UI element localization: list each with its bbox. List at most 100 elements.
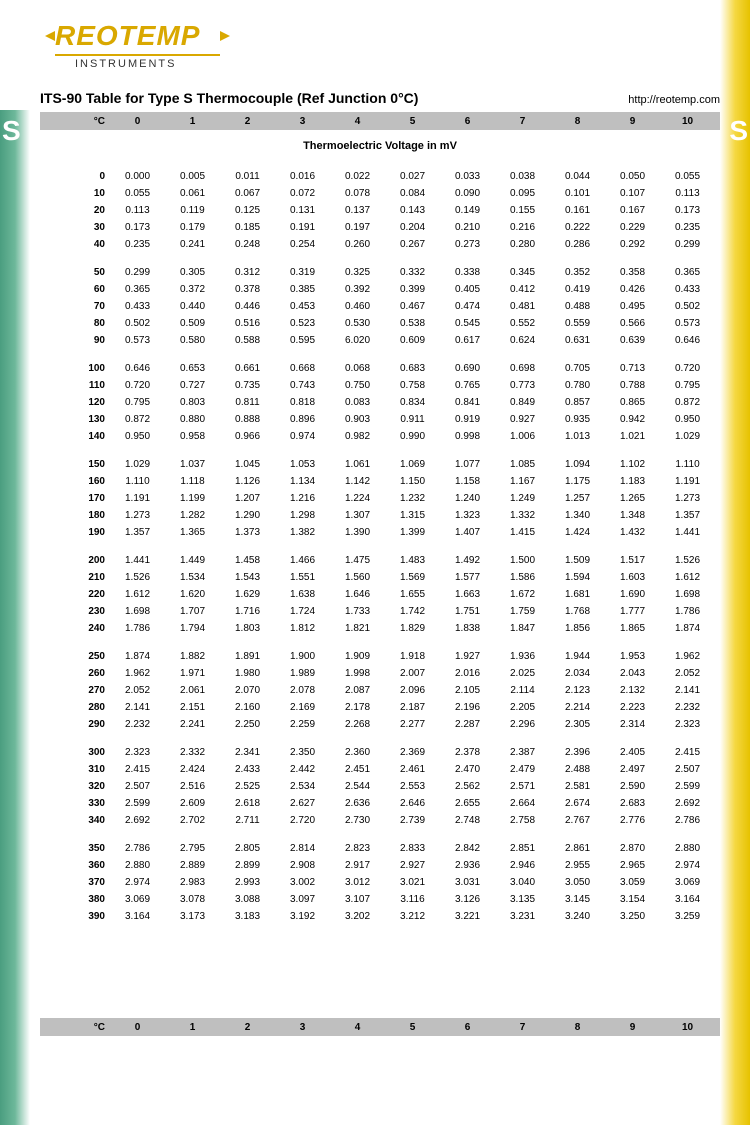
table-row: 2501.8741.8821.8911.9001.9091.9181.9271.… — [40, 648, 720, 665]
data-cell: 1.962 — [110, 668, 165, 679]
row-temp: 0 — [40, 171, 110, 182]
data-cell: 3.183 — [220, 911, 275, 922]
data-cell: 2.748 — [440, 815, 495, 826]
data-cell: 0.378 — [220, 284, 275, 295]
data-cell: 0.942 — [605, 414, 660, 425]
data-cell: 0.538 — [385, 318, 440, 329]
data-cell: 0.502 — [660, 301, 715, 312]
data-cell: 0.849 — [495, 397, 550, 408]
data-cell: 2.786 — [660, 815, 715, 826]
data-cell: 3.240 — [550, 911, 605, 922]
data-cell: 1.399 — [385, 527, 440, 538]
data-cell: 1.415 — [495, 527, 550, 538]
table-row: 3702.9742.9832.9933.0023.0123.0213.0313.… — [40, 874, 720, 891]
data-cell: 1.980 — [220, 668, 275, 679]
data-cell: 2.277 — [385, 719, 440, 730]
data-cell: 0.552 — [495, 318, 550, 329]
row-temp: 260 — [40, 668, 110, 679]
data-cell: 1.013 — [550, 431, 605, 442]
data-cell: 0.919 — [440, 414, 495, 425]
data-cell: 0.038 — [495, 171, 550, 182]
data-cell: 1.441 — [660, 527, 715, 538]
table-row: 400.2350.2410.2480.2540.2600.2670.2730.2… — [40, 236, 720, 253]
data-cell: 1.191 — [660, 476, 715, 487]
table-row: 3302.5992.6092.6182.6272.6362.6462.6552.… — [40, 795, 720, 812]
data-cell: 0.713 — [605, 363, 660, 374]
data-cell: 2.983 — [165, 877, 220, 888]
row-temp: 160 — [40, 476, 110, 487]
data-cell: 2.323 — [660, 719, 715, 730]
url-link[interactable]: http://reotemp.com — [628, 94, 720, 106]
data-cell: 2.052 — [110, 685, 165, 696]
data-cell: 1.085 — [495, 459, 550, 470]
data-cell: 0.155 — [495, 205, 550, 216]
data-cell: 0.488 — [550, 301, 605, 312]
data-cell: 1.029 — [110, 459, 165, 470]
row-temp: 380 — [40, 894, 110, 905]
data-cell: 2.241 — [165, 719, 220, 730]
data-cell: 0.068 — [330, 363, 385, 374]
data-cell: 2.936 — [440, 860, 495, 871]
data-cell: 1.620 — [165, 589, 220, 600]
data-cell: 3.088 — [220, 894, 275, 905]
data-cell: 2.350 — [275, 747, 330, 758]
data-cell: 0.966 — [220, 431, 275, 442]
data-cell: 1.891 — [220, 651, 275, 662]
table-row: 2301.6981.7071.7161.7241.7331.7421.7511.… — [40, 603, 720, 620]
data-cell: 1.612 — [110, 589, 165, 600]
data-cell: 2.250 — [220, 719, 275, 730]
table-subtitle: Thermoelectric Voltage in mV — [40, 140, 720, 152]
data-cell: 1.240 — [440, 493, 495, 504]
data-cell: 0.119 — [165, 205, 220, 216]
data-cell: 2.132 — [605, 685, 660, 696]
data-cell: 1.357 — [110, 527, 165, 538]
data-cell: 3.069 — [110, 894, 165, 905]
data-cell: 1.655 — [385, 589, 440, 600]
header-col: 2 — [220, 1022, 275, 1033]
data-cell: 1.612 — [660, 572, 715, 583]
row-temp: 320 — [40, 781, 110, 792]
data-cell: 0.758 — [385, 380, 440, 391]
data-cell: 1.786 — [660, 606, 715, 617]
table-row: 1200.7950.8030.8110.8180.0830.8340.8410.… — [40, 394, 720, 411]
data-cell: 1.918 — [385, 651, 440, 662]
page-title: ITS-90 Table for Type S Thermocouple (Re… — [40, 90, 418, 106]
data-cell: 2.070 — [220, 685, 275, 696]
data-cell: 1.045 — [220, 459, 275, 470]
row-temp: 140 — [40, 431, 110, 442]
data-cell: 2.341 — [220, 747, 275, 758]
data-cell: 1.167 — [495, 476, 550, 487]
data-cell: 0.653 — [165, 363, 220, 374]
data-cell: 2.442 — [275, 764, 330, 775]
data-cell: 1.307 — [330, 510, 385, 521]
table-footer: °C012345678910 — [40, 1018, 720, 1036]
data-cell: 0.780 — [550, 380, 605, 391]
data-cell: 1.037 — [165, 459, 220, 470]
data-cell: 2.655 — [440, 798, 495, 809]
data-cell: 0.631 — [550, 335, 605, 346]
data-cell: 1.365 — [165, 527, 220, 538]
data-cell: 1.441 — [110, 555, 165, 566]
data-cell: 2.692 — [110, 815, 165, 826]
data-cell: 0.773 — [495, 380, 550, 391]
data-cell: 2.415 — [660, 747, 715, 758]
data-cell: 0.573 — [660, 318, 715, 329]
data-cell: 2.993 — [220, 877, 275, 888]
data-cell: 1.265 — [605, 493, 660, 504]
row-temp: 270 — [40, 685, 110, 696]
data-cell: 2.908 — [275, 860, 330, 871]
row-temp: 80 — [40, 318, 110, 329]
data-cell: 1.672 — [495, 589, 550, 600]
table-row: 3602.8802.8892.8992.9082.9172.9272.9362.… — [40, 857, 720, 874]
data-cell: 0.345 — [495, 267, 550, 278]
data-cell: 1.224 — [330, 493, 385, 504]
row-temp: 250 — [40, 651, 110, 662]
data-cell: 3.012 — [330, 877, 385, 888]
data-cell: 1.768 — [550, 606, 605, 617]
data-cell: 0.617 — [440, 335, 495, 346]
header-col: 2 — [220, 116, 275, 127]
data-cell: 2.507 — [660, 764, 715, 775]
table-row: 1300.8720.8800.8880.8960.9030.9110.9190.… — [40, 411, 720, 428]
data-cell: 2.955 — [550, 860, 605, 871]
data-cell: 2.451 — [330, 764, 385, 775]
